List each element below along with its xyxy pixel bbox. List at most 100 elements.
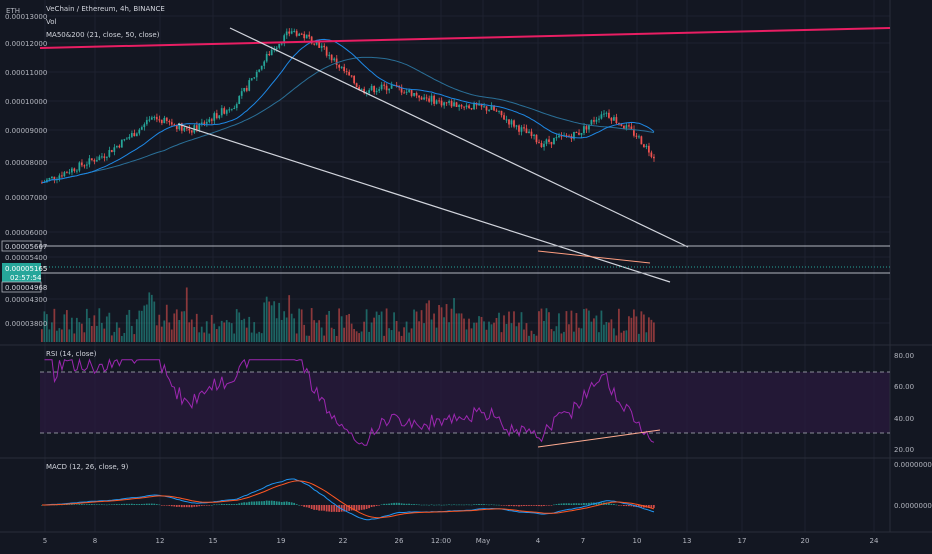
macd-histogram-bar <box>230 504 233 505</box>
grid <box>40 0 890 532</box>
candle-body <box>525 128 528 134</box>
macd-histogram-bar <box>150 503 153 505</box>
macd-histogram-bar <box>65 504 68 505</box>
candle-body <box>220 108 223 116</box>
rsi-axis-label: 60.00 <box>894 383 914 391</box>
macd-histogram-bar <box>623 505 625 507</box>
macd-histogram-bar <box>223 504 226 505</box>
volume-bar <box>275 318 278 342</box>
macd-histogram-bar <box>450 504 453 506</box>
volume-bar <box>110 335 113 342</box>
macd-histogram-bar <box>463 504 465 506</box>
macd-histogram-bar <box>240 502 243 505</box>
volume-bar <box>595 315 598 342</box>
resistance-trendline[interactable] <box>39 27 891 49</box>
candle-body <box>453 102 455 107</box>
wedge-upper-trendline[interactable] <box>229 27 689 248</box>
macd-histogram-bar <box>620 505 623 506</box>
candle-body <box>290 31 293 34</box>
candle-body <box>315 41 318 45</box>
candle-body <box>168 120 171 123</box>
macd-histogram-bar <box>478 503 480 505</box>
macd-histogram-bar <box>515 505 518 507</box>
volume-bar <box>265 296 268 342</box>
macd-histogram-bar <box>393 502 395 505</box>
candle-body <box>553 137 555 145</box>
volume-bar <box>43 311 46 342</box>
macd-histogram-bar <box>605 502 608 505</box>
candle-body <box>73 168 76 172</box>
macd-histogram-bar <box>440 504 443 506</box>
ma-slow-line <box>41 56 655 184</box>
volume-bar <box>155 325 158 342</box>
macd-histogram-bar <box>320 505 323 511</box>
candle-body <box>478 103 480 106</box>
volume-bar <box>620 332 623 342</box>
macd-histogram-bar <box>500 505 503 506</box>
time-label: May <box>476 537 490 545</box>
badge-lower-bg <box>1 281 42 293</box>
macd-histogram-bar <box>373 505 375 507</box>
candle-body <box>425 97 428 99</box>
candle-body <box>370 85 373 91</box>
macd-histogram-bar <box>303 505 306 507</box>
candle-body <box>443 102 445 106</box>
macd-histogram-bar <box>648 505 650 508</box>
macd-histogram-bar <box>580 503 583 505</box>
macd-histogram-bar <box>188 505 191 508</box>
volume-bar <box>388 328 390 342</box>
candle-body <box>145 120 148 125</box>
candle-body <box>373 85 375 93</box>
macd-histogram-bar <box>428 504 430 506</box>
macd-histogram-bar <box>473 504 475 505</box>
volume-bar <box>130 325 133 342</box>
volume-bar <box>45 314 48 342</box>
volume-bar <box>288 295 291 342</box>
volume-bar <box>395 321 398 342</box>
candle-body <box>635 135 638 137</box>
rsi-divergence-line[interactable] <box>537 429 661 448</box>
macd-histogram-bar <box>225 503 228 505</box>
macd-histogram-bar <box>105 504 108 506</box>
macd-histogram-bar <box>615 504 618 506</box>
wedge-lower-trendline[interactable] <box>177 123 671 283</box>
candle-body <box>555 137 558 139</box>
volume-bar <box>263 302 266 342</box>
candle-body <box>565 135 568 137</box>
candle-body <box>285 31 288 36</box>
macd-histogram-bar <box>400 503 403 505</box>
candle-body <box>363 88 365 94</box>
macd-histogram-bar <box>555 504 558 505</box>
volume-bar <box>325 314 328 342</box>
macd-histogram-bar <box>175 505 178 507</box>
candle-body <box>490 105 493 110</box>
volume-bar <box>350 323 353 342</box>
macd-histogram-bar <box>433 504 435 506</box>
time-label: 7 <box>581 537 585 545</box>
macd-histogram-bar <box>258 501 261 505</box>
macd-histogram-bar <box>148 503 151 505</box>
candle-body <box>100 156 103 158</box>
volume-bar <box>503 315 505 342</box>
candle-body <box>458 105 460 108</box>
macd-histogram-bar <box>600 502 603 505</box>
candle-body <box>455 102 458 108</box>
unit-label: ETH <box>6 7 20 15</box>
candle-body <box>518 125 520 132</box>
volume-bar <box>175 309 178 342</box>
price-divergence-line[interactable] <box>537 250 651 264</box>
volume-bar <box>580 328 583 342</box>
macd-histogram-bar <box>268 500 271 505</box>
time-label: 12 <box>156 537 165 545</box>
macd-histogram-bar <box>483 504 485 505</box>
candle-body <box>408 90 410 92</box>
macd-histogram-bar <box>305 505 308 508</box>
volume-bar <box>120 335 123 342</box>
candle-body <box>205 121 208 124</box>
macd-histogram-bar <box>208 505 211 506</box>
volume-bar <box>118 327 121 342</box>
candle-body <box>375 90 378 93</box>
macd-histogram-bar <box>375 505 378 506</box>
macd-histogram-bar <box>78 504 81 505</box>
volume-bar <box>255 333 258 342</box>
